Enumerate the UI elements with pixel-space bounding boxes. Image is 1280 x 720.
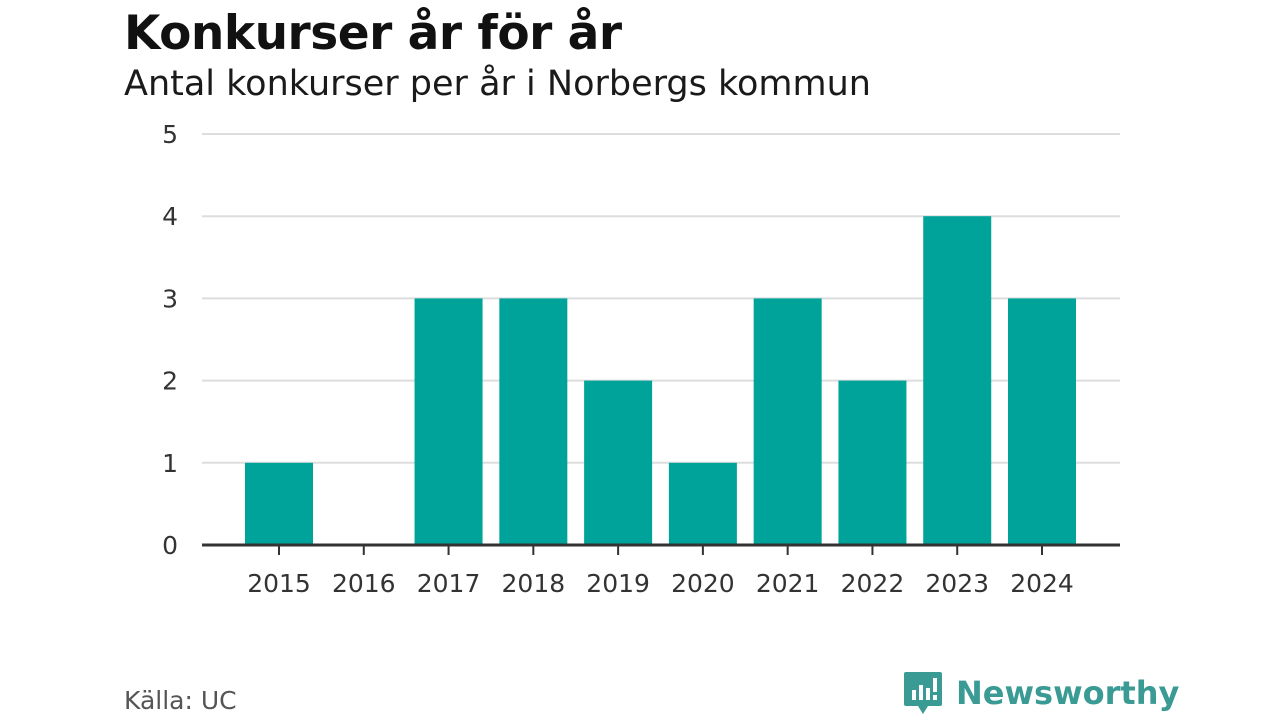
bar: [668, 462, 737, 545]
bar: [584, 380, 653, 545]
x-tick-label: 2015: [247, 569, 311, 598]
y-tick-label: 1: [162, 449, 178, 478]
bar: [499, 298, 568, 545]
bar: [245, 462, 313, 545]
x-tick-label: 2022: [841, 569, 905, 598]
x-tick-label: 2020: [671, 569, 735, 598]
x-tick-label: 2019: [586, 569, 650, 598]
source-note: Källa: UC: [124, 686, 237, 715]
x-tick-label: 2018: [502, 569, 566, 598]
y-tick-label: 3: [162, 284, 178, 313]
newsworthy-logo-icon: [904, 672, 942, 714]
y-tick-label: 5: [162, 120, 178, 149]
x-tick-label: 2017: [417, 569, 481, 598]
chart-subtitle: Antal konkurser per år i Norbergs kommun: [124, 64, 871, 104]
y-tick-label: 2: [162, 367, 178, 396]
y-tick-label: 4: [162, 202, 178, 231]
x-tick-label: 2016: [332, 569, 396, 598]
bar: [753, 298, 822, 545]
bar: [838, 380, 907, 545]
bar: [923, 216, 992, 545]
brand-logo: Newsworthy: [902, 670, 1179, 716]
bar: [414, 298, 483, 545]
bar: [1008, 298, 1076, 545]
chart-title: Konkurser år för år: [124, 6, 622, 61]
brand-name: Newsworthy: [956, 674, 1180, 712]
x-tick-label: 2023: [925, 569, 989, 598]
y-tick-label: 0: [162, 531, 178, 560]
x-tick-label: 2021: [756, 569, 820, 598]
x-tick-label: 2024: [1010, 569, 1074, 598]
